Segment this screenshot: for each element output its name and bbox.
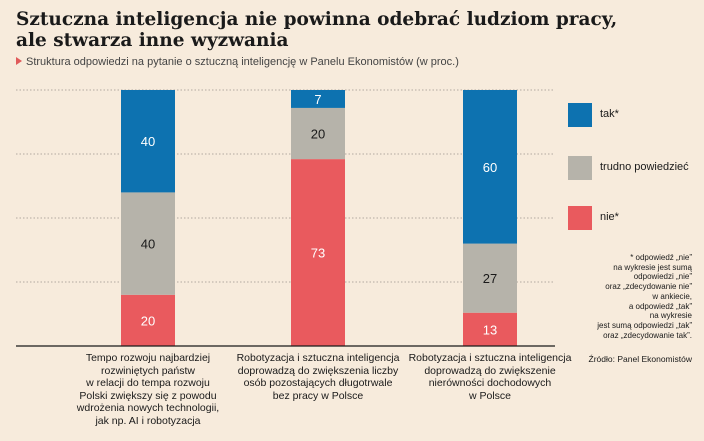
category-label-line: doprowadzą do zwiększenie xyxy=(424,364,556,377)
category-label-line: Robotyzacja i sztuczna inteligencja xyxy=(236,352,400,364)
data-label: 40 xyxy=(141,134,155,149)
bar-segment xyxy=(463,243,517,313)
data-label: 73 xyxy=(311,246,325,261)
category-label-line: wdrożenia nowych technologii, xyxy=(76,402,220,414)
footnote-line: * odpowiedź „nie” xyxy=(630,253,692,262)
legend-label-tak: tak* xyxy=(600,108,619,120)
category-label-line: Tempo rozwoju najbardziej xyxy=(85,352,211,364)
chart-title-line-2: ale stwarza inne wyzwania xyxy=(16,30,289,51)
bar-segment xyxy=(291,90,345,108)
chart-title: Sztuczna inteligencja nie powinna odebra… xyxy=(16,9,696,51)
category-label: Robotyzacja i sztuczna inteligencja dopro… xyxy=(233,352,403,402)
category-label-line: w Polsce xyxy=(468,389,511,402)
bar-segment xyxy=(291,107,345,160)
data-label: 60 xyxy=(483,160,497,175)
data-label: 40 xyxy=(141,237,155,252)
bar-segment xyxy=(121,192,175,295)
source-note: Źródło: Panel Ekonomistów xyxy=(588,354,692,364)
bar-segment xyxy=(121,294,175,346)
chart-subtitle: Struktura odpowiedzi na pytanie o sztucz… xyxy=(16,56,459,68)
footnote: * odpowiedź „nie” na wykresie jest sumą … xyxy=(552,253,692,340)
category-label-line: w relacji do tempa rozwoju xyxy=(86,377,210,389)
footnote-line: na wykresie jest sumą xyxy=(613,262,692,272)
category-label-line: jak np. AI i robotyzacja xyxy=(95,414,201,427)
category-label: Robotyzacja i sztuczna inteligencja dopro… xyxy=(405,352,575,402)
bar-segment xyxy=(463,90,517,244)
data-label: 20 xyxy=(311,127,325,142)
legend-swatch-tak xyxy=(568,103,592,127)
chart-subtitle-text: Struktura odpowiedzi na pytanie o sztucz… xyxy=(26,56,459,68)
category-label-line: rozwiniętych państw xyxy=(101,364,195,377)
category-label-line: osób pozostających długotrwale xyxy=(243,377,393,389)
footnote-line: w ankiecie, xyxy=(652,291,692,301)
data-label: 13 xyxy=(483,322,497,337)
footnote-line: oraz „zdecydowanie nie” xyxy=(605,282,692,292)
legend-label-nie: nie* xyxy=(600,211,619,223)
footnote-line: a odpowiedź „tak” xyxy=(628,301,692,311)
category-label-line: Polski zwiększy się z powodu xyxy=(79,389,217,402)
legend-swatch-trudno xyxy=(568,156,592,180)
data-label: 27 xyxy=(483,271,497,286)
footnote-line: oraz „zdecydowanie tak”. xyxy=(603,330,692,340)
category-label: Tempo rozwoju najbardziej rozwiniętych pa… xyxy=(63,352,233,427)
bar-segment xyxy=(463,312,517,346)
category-label-line: Robotyzacja i sztuczna inteligencja xyxy=(408,352,572,364)
footnote-line: jest sumą odpowiedzi „tak” xyxy=(597,320,692,330)
chart-title-line-1: Sztuczna inteligencja nie powinna odebra… xyxy=(16,9,618,30)
category-label-line: doprowadzą do zwiększenia liczby xyxy=(237,364,399,377)
footnote-line: odpowiedzi „nie” xyxy=(633,272,692,282)
category-label-line: nierówności dochodowych xyxy=(428,377,552,389)
triangle-bullet-icon xyxy=(16,57,22,65)
legend-label-trudno: trudno powiedzieć xyxy=(600,161,689,173)
bar-segment xyxy=(121,90,175,193)
footnote-line: na wykresie xyxy=(649,311,692,321)
category-label-line: bez pracy w Polsce xyxy=(272,389,364,402)
data-label: 20 xyxy=(141,313,155,328)
data-label: 7 xyxy=(314,92,321,107)
legend-swatch-nie xyxy=(568,206,592,230)
bar-segment xyxy=(291,159,345,346)
